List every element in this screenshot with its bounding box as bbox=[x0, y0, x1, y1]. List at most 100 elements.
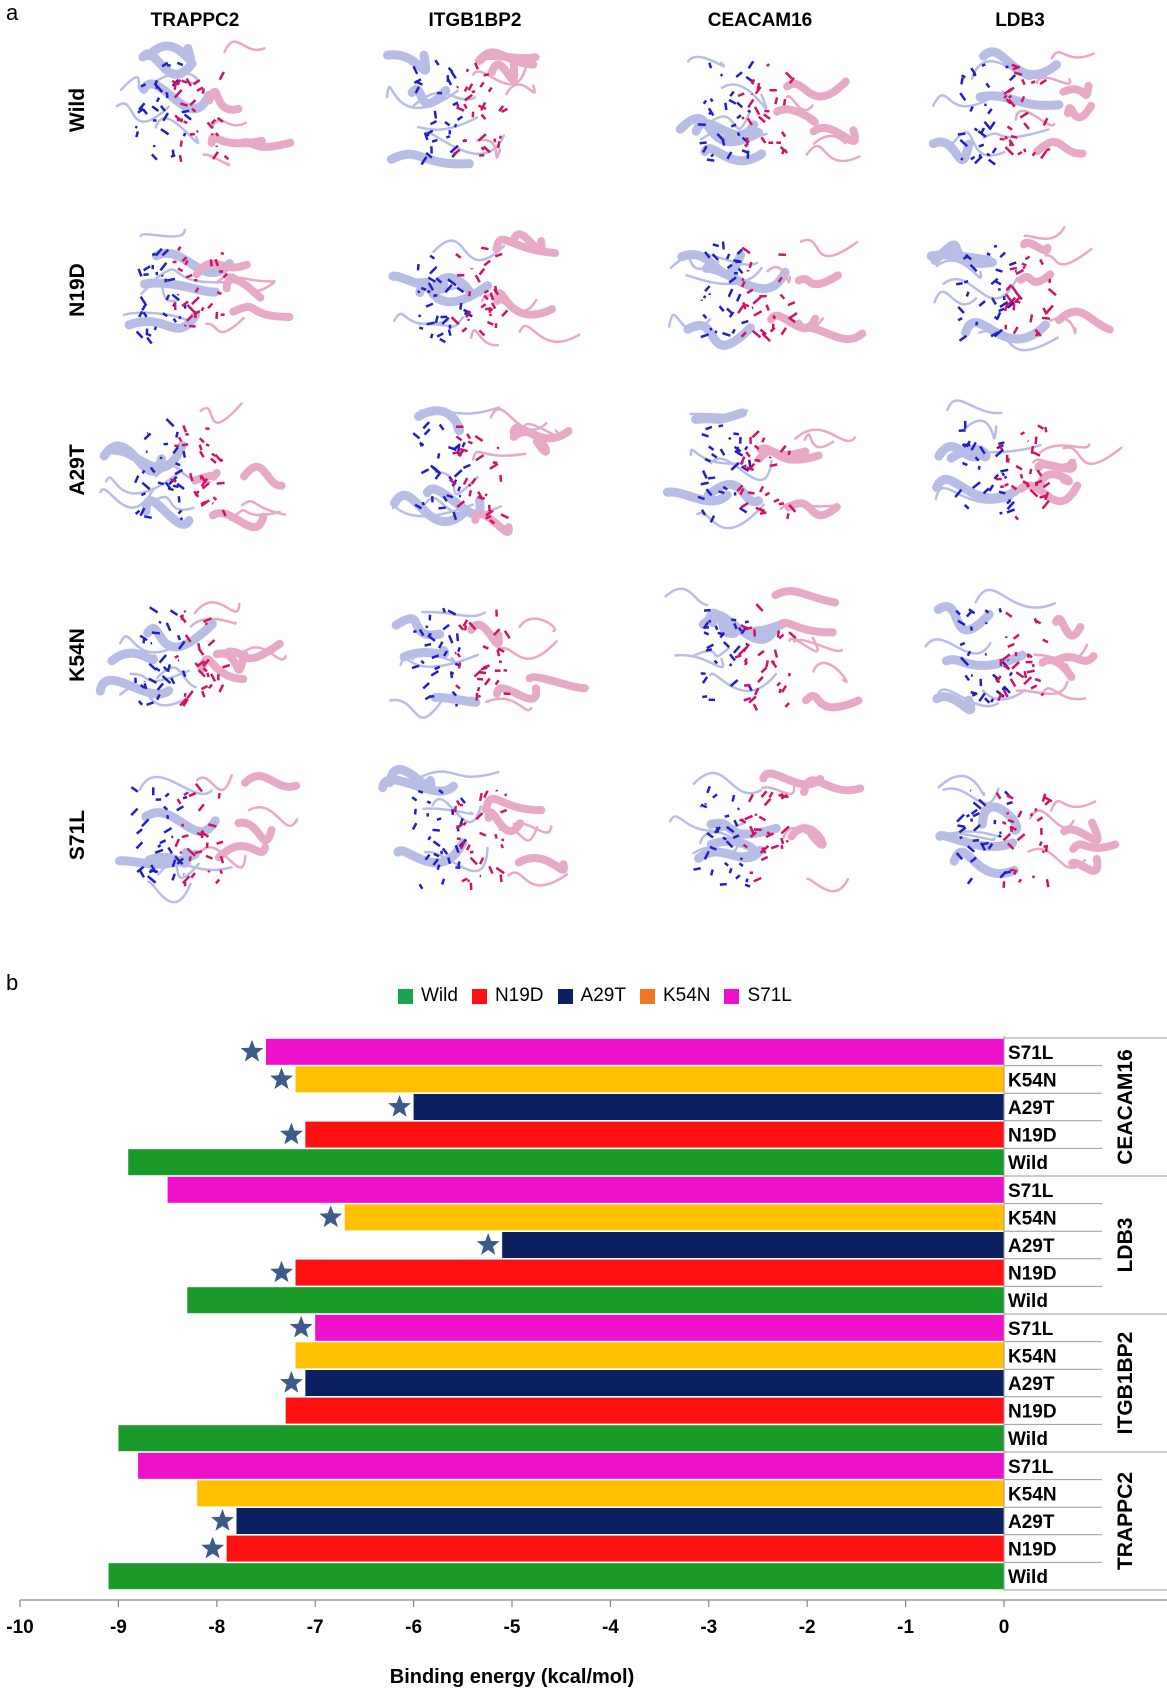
interface-residue bbox=[961, 443, 967, 448]
ligand-ribbon bbox=[803, 433, 835, 449]
interface-residue bbox=[182, 424, 188, 433]
interface-residue bbox=[216, 116, 224, 123]
interface-residue bbox=[450, 671, 455, 676]
interface-residue bbox=[159, 262, 168, 272]
interface-residue bbox=[477, 694, 482, 698]
interface-residue bbox=[189, 99, 197, 106]
interface-residue bbox=[463, 625, 468, 631]
interface-residue bbox=[486, 320, 494, 326]
interface-residue bbox=[734, 449, 744, 457]
interface-residue bbox=[202, 667, 208, 673]
ligand-ribbon bbox=[1015, 680, 1069, 696]
ligand-ribbon bbox=[198, 845, 247, 869]
category-label: K54N bbox=[1008, 1484, 1057, 1505]
interface-residue bbox=[217, 792, 221, 799]
interface-residue bbox=[1005, 98, 1012, 105]
interface-residue bbox=[1044, 845, 1048, 852]
ligand-ribbon bbox=[1027, 847, 1087, 870]
interface-residue bbox=[448, 478, 457, 486]
interface-residue bbox=[450, 70, 457, 79]
interface-residue bbox=[1006, 508, 1016, 514]
interface-residue bbox=[426, 800, 432, 805]
interface-residue bbox=[141, 481, 151, 491]
interface-residue bbox=[473, 669, 482, 678]
receptor-ribbon bbox=[110, 440, 187, 473]
interface-residue bbox=[728, 98, 737, 105]
bar-itgb1bp2-a29t bbox=[305, 1370, 1004, 1396]
interface-residue bbox=[455, 822, 465, 830]
interface-residue bbox=[480, 146, 485, 151]
interface-residue bbox=[724, 102, 728, 111]
receptor-ribbon bbox=[970, 60, 1032, 81]
interface-residue bbox=[726, 151, 733, 160]
interface-residue bbox=[176, 293, 180, 296]
interface-residue bbox=[759, 328, 767, 336]
interface-residue bbox=[955, 281, 963, 286]
significance-star-icon bbox=[289, 1315, 313, 1338]
interface-residue bbox=[784, 702, 790, 708]
interface-residue bbox=[1045, 879, 1050, 888]
interface-residue bbox=[198, 450, 205, 458]
interface-residue bbox=[740, 818, 746, 824]
interface-residue bbox=[977, 465, 981, 470]
interface-residue bbox=[731, 794, 736, 802]
interface-residue bbox=[434, 665, 441, 671]
interface-residue bbox=[736, 484, 744, 492]
interface-residue bbox=[979, 842, 987, 851]
interface-residue bbox=[972, 838, 980, 842]
chart-legend: Wild N19D A29T K54N S71L bbox=[398, 985, 806, 1007]
interface-residue bbox=[174, 838, 181, 848]
receptor-ribbon bbox=[411, 652, 456, 663]
interface-residue bbox=[983, 697, 991, 704]
interface-residue bbox=[737, 304, 745, 314]
receptor-ribbon bbox=[696, 503, 765, 530]
interface-residue bbox=[974, 155, 983, 165]
ligand-ribbon bbox=[202, 153, 231, 167]
interface-residue bbox=[172, 484, 179, 489]
interface-residue bbox=[970, 155, 976, 161]
interface-residue bbox=[194, 490, 200, 497]
interface-residue bbox=[191, 296, 200, 305]
interface-residue bbox=[990, 331, 1000, 338]
legend-swatch bbox=[557, 988, 573, 1004]
interface-residue bbox=[150, 153, 158, 161]
interface-residue bbox=[709, 869, 714, 876]
interface-residue bbox=[418, 628, 425, 637]
interface-residue bbox=[503, 630, 511, 640]
interface-residue bbox=[467, 83, 474, 91]
structure-itgb1bp2-n19d bbox=[388, 230, 581, 347]
interface-residue bbox=[456, 85, 460, 89]
ligand-ribbon bbox=[1032, 458, 1076, 467]
interface-residue bbox=[965, 440, 971, 448]
interface-residue bbox=[746, 288, 754, 295]
interface-residue bbox=[432, 828, 440, 832]
interface-residue bbox=[138, 310, 144, 318]
interface-residue bbox=[978, 798, 987, 807]
interface-residue bbox=[712, 243, 720, 248]
bar-trappc2-k54n bbox=[197, 1480, 1004, 1507]
bar-ceacam16-a29t bbox=[413, 1094, 1005, 1120]
ligand-ribbon bbox=[782, 826, 814, 840]
ligand-ribbon bbox=[505, 83, 536, 96]
interface-residue bbox=[764, 491, 771, 497]
interface-residue bbox=[726, 825, 735, 834]
interface-residue bbox=[184, 634, 192, 643]
significance-star-icon bbox=[476, 1233, 500, 1255]
ligand-ribbon bbox=[236, 138, 295, 151]
interface-residue bbox=[411, 796, 418, 802]
interface-residue bbox=[480, 113, 487, 120]
interface-residue bbox=[487, 86, 493, 93]
receptor-ribbon bbox=[941, 832, 996, 841]
interface-residue bbox=[702, 99, 708, 105]
interface-residue bbox=[214, 132, 220, 137]
interface-residue bbox=[454, 844, 460, 854]
interface-residue bbox=[741, 116, 745, 120]
interface-residue bbox=[994, 280, 1002, 286]
interface-residue bbox=[744, 814, 754, 821]
interface-residue bbox=[1017, 150, 1023, 156]
interface-residue bbox=[1029, 812, 1034, 817]
interface-residue bbox=[751, 329, 762, 339]
interface-residue bbox=[730, 462, 740, 471]
ligand-ribbon bbox=[1048, 317, 1077, 335]
interface-residue bbox=[776, 630, 781, 638]
